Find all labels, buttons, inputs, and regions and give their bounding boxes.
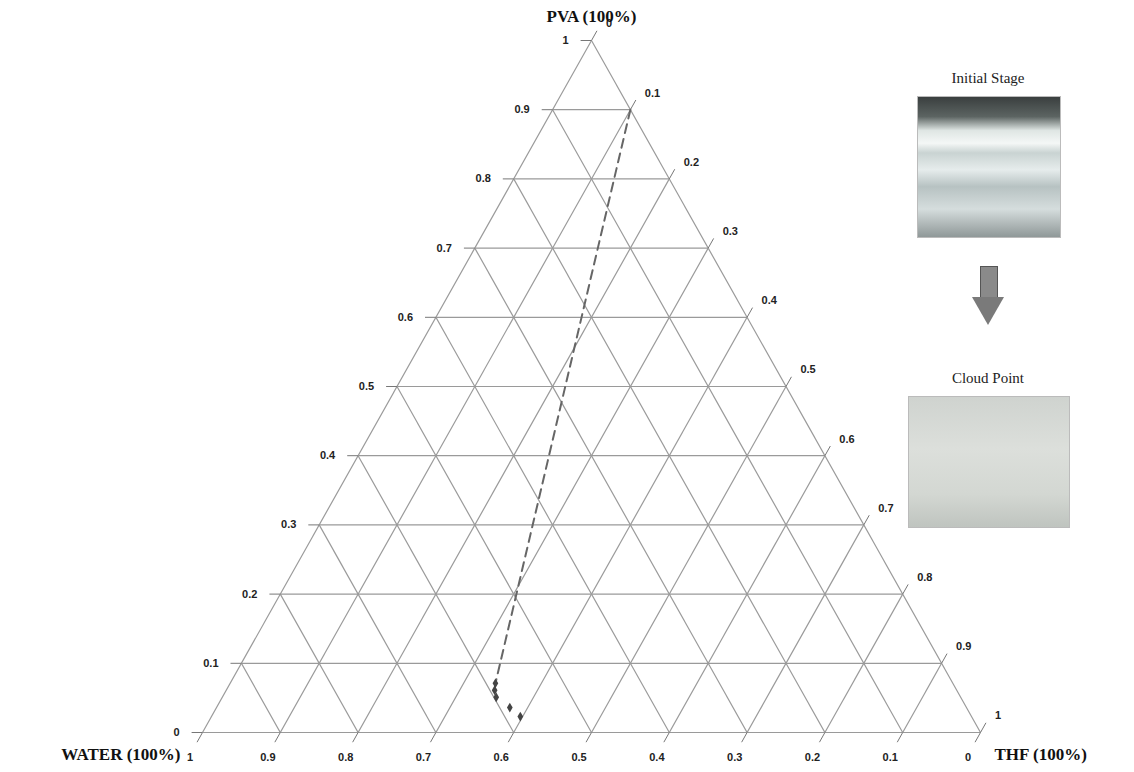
svg-text:0.2: 0.2 [242,588,257,600]
svg-text:0.6: 0.6 [839,433,854,445]
svg-text:0.8: 0.8 [917,571,932,583]
svg-text:0.3: 0.3 [723,225,738,237]
svg-text:1: 1 [187,751,193,763]
svg-text:0: 0 [173,726,179,738]
svg-text:0.4: 0.4 [762,294,778,306]
svg-text:0.1: 0.1 [883,751,898,763]
html-text:Initial Stage: Initial Stage [951,70,1025,86]
svg-text:0.4: 0.4 [649,751,665,763]
svg-text:0.9: 0.9 [514,103,529,115]
svg-text:0.1: 0.1 [203,657,218,669]
svg-text:0.7: 0.7 [416,751,431,763]
svg-text:0: 0 [965,751,971,763]
svg-text:1: 1 [562,34,568,46]
svg-text:WATER (100%): WATER (100%) [61,745,180,764]
svg-text:0.2: 0.2 [684,156,699,168]
svg-text:0.2: 0.2 [805,751,820,763]
svg-text:THF (100%): THF (100%) [995,745,1087,764]
svg-text:0.5: 0.5 [800,363,815,375]
svg-text:0.5: 0.5 [571,751,586,763]
svg-text:0.5: 0.5 [359,380,374,392]
svg-text:0.8: 0.8 [338,751,353,763]
svg-text:0.6: 0.6 [398,311,413,323]
svg-text:0.7: 0.7 [437,242,452,254]
svg-text:0.9: 0.9 [956,640,971,652]
svg-text:0.6: 0.6 [494,751,509,763]
svg-text:0.7: 0.7 [878,502,893,514]
html-text:Cloud Point: Cloud Point [951,370,1024,386]
svg-text:PVA (100%): PVA (100%) [547,7,637,26]
svg-text:0.9: 0.9 [260,751,275,763]
svg-text:0.4: 0.4 [320,449,336,461]
svg-text:0.3: 0.3 [281,518,296,530]
svg-text:1: 1 [995,709,1001,721]
svg-text:0.1: 0.1 [645,87,660,99]
svg-text:0.8: 0.8 [476,172,491,184]
svg-text:0.3: 0.3 [727,751,742,763]
